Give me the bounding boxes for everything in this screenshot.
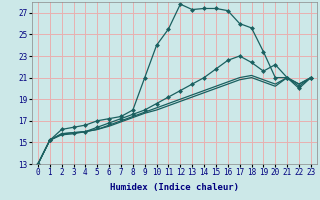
X-axis label: Humidex (Indice chaleur): Humidex (Indice chaleur) bbox=[110, 183, 239, 192]
